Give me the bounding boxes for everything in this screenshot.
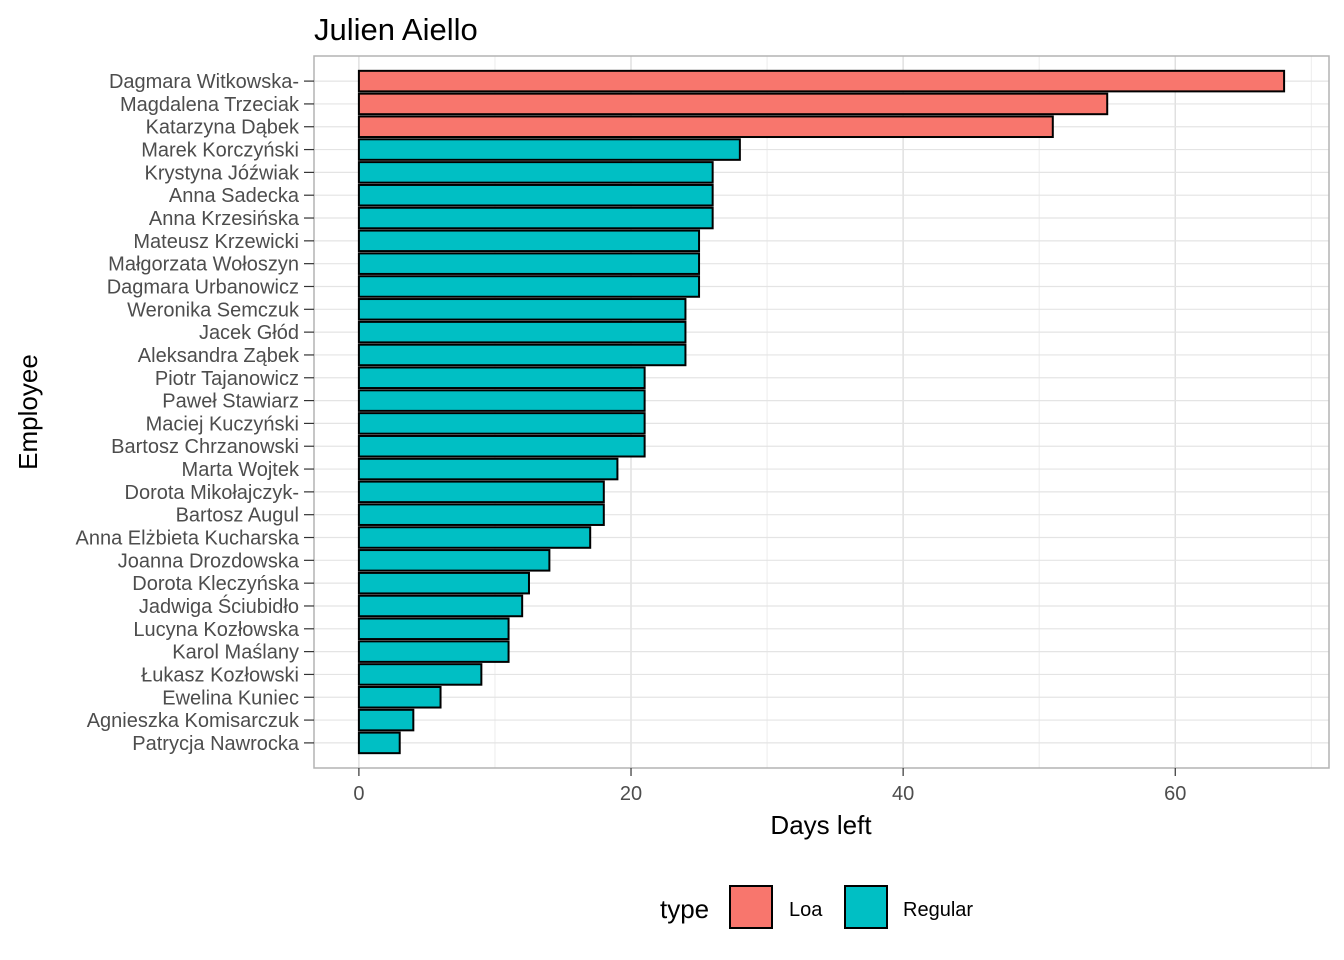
y-tick-label: Marek Korczyński bbox=[141, 140, 299, 162]
y-tick-label: Mateusz Krzewicki bbox=[133, 231, 299, 253]
y-axis-tick-labels: Dagmara Witkowska-Magdalena TrzeciakKata… bbox=[76, 71, 314, 755]
bar bbox=[357, 617, 510, 641]
y-tick-label: Patrycja Nawrocka bbox=[132, 733, 300, 755]
bar bbox=[357, 115, 1054, 139]
y-tick-label: Jadwiga Ściubidło bbox=[139, 594, 299, 618]
y-tick-label: Lucyna Kozłowska bbox=[133, 619, 300, 641]
bar bbox=[357, 275, 701, 298]
bar bbox=[357, 389, 646, 412]
bar bbox=[357, 229, 701, 253]
bar bbox=[357, 503, 605, 526]
y-tick-label: Paweł Stawiarz bbox=[162, 391, 299, 413]
x-tick-label: 0 bbox=[353, 783, 364, 805]
y-tick-label: Dagmara Urbanowicz bbox=[107, 276, 299, 298]
bar bbox=[357, 366, 646, 390]
y-tick-label: Krystyna Jóźwiak bbox=[145, 162, 300, 184]
x-tick-label: 60 bbox=[1164, 783, 1186, 805]
bar bbox=[357, 161, 714, 184]
y-tick-label: Weronika Semczuk bbox=[127, 299, 300, 321]
x-tick-label: 40 bbox=[892, 783, 914, 805]
y-tick-label: Piotr Tajanowicz bbox=[155, 368, 299, 390]
bar bbox=[357, 138, 741, 161]
y-tick-label: Anna Krzesińska bbox=[149, 208, 300, 230]
y-tick-label: Bartosz Chrzanowski bbox=[111, 436, 299, 458]
legend-swatch bbox=[844, 885, 888, 929]
bar bbox=[357, 640, 510, 663]
y-tick-label: Jacek Głód bbox=[199, 322, 299, 344]
legend-label: Regular bbox=[903, 899, 973, 921]
bar bbox=[357, 480, 605, 504]
legend-swatch bbox=[729, 885, 773, 929]
y-tick-label: Magdalena Trzeciak bbox=[120, 94, 300, 116]
bar bbox=[357, 526, 592, 549]
bar bbox=[357, 594, 524, 618]
x-axis-tick-labels: 0 20 40 60 bbox=[353, 768, 1186, 805]
bar bbox=[357, 183, 714, 207]
bar bbox=[357, 69, 1286, 93]
bar bbox=[357, 343, 687, 367]
y-tick-label: Ewelina Kuniec bbox=[162, 687, 299, 709]
bar bbox=[357, 731, 401, 755]
y-tick-label: Joanna Drozdowska bbox=[118, 550, 300, 572]
y-tick-label: Karol Maślany bbox=[172, 642, 299, 664]
bar bbox=[357, 663, 483, 686]
y-tick-label: Małgorzata Wołoszyn bbox=[108, 254, 299, 276]
bar bbox=[357, 252, 701, 275]
y-tick-label: Dorota Mikołajczyk- bbox=[125, 482, 299, 504]
bar bbox=[357, 298, 687, 321]
x-tick-label: 20 bbox=[620, 783, 642, 805]
bar bbox=[357, 571, 530, 595]
bar bbox=[357, 434, 646, 458]
bar bbox=[357, 206, 714, 230]
y-tick-label: Dorota Kleczyńska bbox=[132, 573, 300, 595]
legend: type Loa Regular bbox=[660, 885, 973, 929]
y-tick-label: Maciej Kuczyński bbox=[146, 413, 299, 435]
bars bbox=[357, 69, 1286, 755]
y-tick-label: Anna Sadecka bbox=[169, 185, 300, 207]
plot-border bbox=[313, 55, 1330, 769]
y-tick-label: Katarzyna Dąbek bbox=[146, 117, 300, 139]
y-axis-label: Employee bbox=[13, 354, 43, 470]
y-tick-label: Agnieszka Komisarczuk bbox=[87, 710, 300, 732]
y-tick-label: Anna Elżbieta Kucharska bbox=[76, 528, 300, 550]
y-tick-label: Bartosz Augul bbox=[176, 505, 299, 527]
bar bbox=[357, 549, 551, 572]
bar bbox=[357, 457, 619, 481]
bar bbox=[357, 92, 1109, 116]
y-tick-label: Łukasz Kozłowski bbox=[141, 664, 299, 686]
bar bbox=[357, 708, 415, 732]
legend-title: type bbox=[660, 894, 709, 924]
legend-entries: Loa Regular bbox=[729, 885, 973, 929]
bar bbox=[357, 320, 687, 344]
chart-title: Julien Aiello bbox=[314, 12, 478, 47]
x-axis-label: Days left bbox=[770, 810, 872, 840]
bar bbox=[357, 412, 646, 435]
y-tick-label: Marta Wojtek bbox=[182, 459, 300, 481]
y-tick-label: Dagmara Witkowska- bbox=[109, 71, 299, 93]
y-tick-label: Aleksandra Ząbek bbox=[138, 345, 300, 367]
bar bbox=[357, 685, 442, 709]
legend-label: Loa bbox=[789, 899, 823, 921]
